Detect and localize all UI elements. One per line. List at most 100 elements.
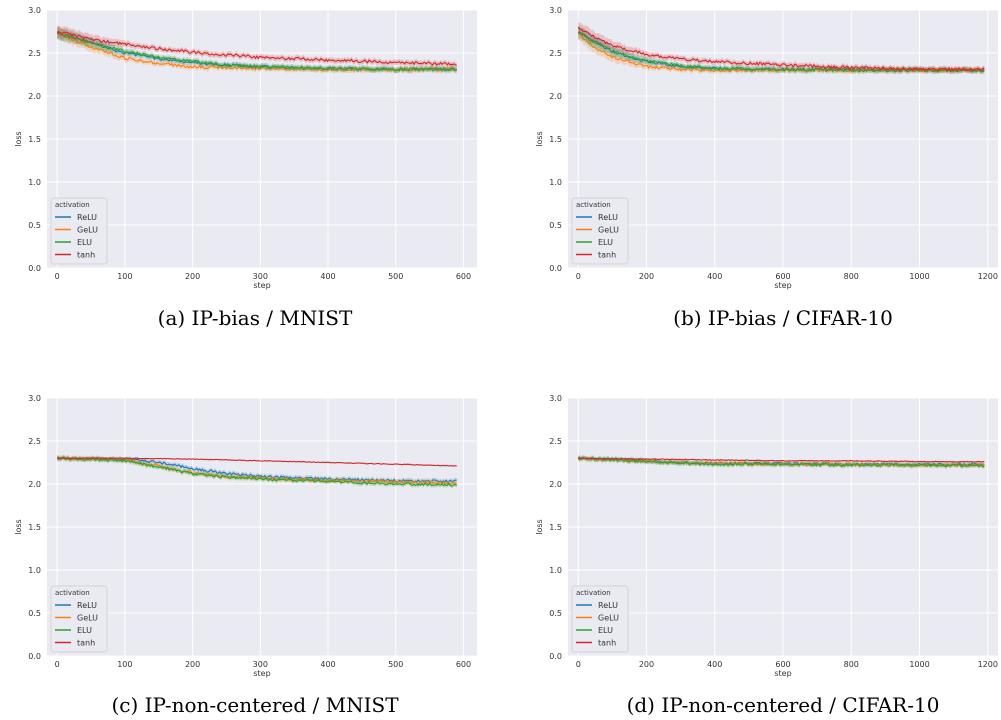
y-tick-label: 1.0 — [549, 566, 562, 575]
y-tick-label: 1.5 — [549, 135, 562, 144]
series-line-relu — [56, 456, 457, 483]
series-band-tanh — [57, 25, 457, 68]
series-line-tanh — [56, 30, 457, 66]
x-tick-label: 400 — [320, 660, 335, 669]
x-tick-label: 0 — [55, 660, 60, 669]
legend-box — [571, 585, 629, 653]
series-band-elu — [578, 455, 985, 470]
y-tick-label: 2.5 — [28, 49, 41, 58]
legend-label-relu: ReLU — [598, 213, 618, 222]
y-axis-label: loss — [14, 519, 23, 534]
series-line-tanh — [578, 457, 985, 463]
x-tick-label: 500 — [388, 272, 403, 281]
x-tick-label: 200 — [185, 660, 200, 669]
y-tick-label: 2.0 — [549, 92, 562, 101]
y-tick-label: 1.0 — [28, 566, 41, 575]
x-tick-label: 200 — [639, 660, 654, 669]
legend-box — [571, 197, 629, 265]
x-axis-label: step — [253, 281, 270, 290]
legend-label-tanh: tanh — [598, 251, 616, 260]
y-tick-label: 0.5 — [28, 609, 41, 618]
legend-label-tanh: tanh — [77, 251, 95, 260]
series-line-elu — [577, 456, 985, 468]
legend-title: activation — [55, 589, 90, 597]
panel-caption: (b) IP-bias / CIFAR-10 — [673, 306, 893, 330]
x-tick-label: 600 — [456, 272, 471, 281]
legend-label-gelu: GeLU — [77, 226, 98, 235]
series-line-elu — [578, 32, 985, 73]
panel-caption: (a) IP-bias / MNIST — [158, 306, 353, 330]
chart-panel-2: 0 200 400 600 800 1000 1200 0.0 0.5 1.0 1.5 2.0 2.5 3… — [535, 6, 998, 330]
x-tick-label: 600 — [775, 272, 790, 281]
x-tick-label: 400 — [707, 272, 722, 281]
x-axis-label: step — [774, 669, 791, 678]
x-axis-label: step — [253, 669, 270, 678]
chart-panel-3: 0 100 200 300 400 500 600 0.0 0.5 1.0 1.5 2.0 2.5 3.0… — [14, 394, 477, 717]
series-line-gelu — [56, 31, 458, 72]
legend: activation ReLU GeLU ELU tanh — [50, 585, 108, 653]
x-tick-label: 1000 — [909, 660, 929, 669]
legend-title: activation — [576, 589, 611, 597]
x-tick-label: 1200 — [978, 272, 998, 281]
legend-label-tanh: tanh — [77, 639, 95, 648]
legend-label-elu: ELU — [598, 626, 613, 635]
y-tick-label: 0.0 — [549, 652, 562, 661]
y-tick-label: 0.5 — [28, 221, 41, 230]
series-band-tanh — [578, 20, 985, 74]
legend-label-elu: ELU — [77, 626, 92, 635]
y-axis-label: loss — [535, 519, 544, 534]
x-tick-label: 0 — [576, 272, 581, 281]
x-tick-label: 1200 — [978, 660, 998, 669]
y-tick-label: 1.5 — [28, 135, 41, 144]
y-tick-label: 2.0 — [549, 480, 562, 489]
legend-label-gelu: GeLU — [598, 614, 619, 623]
panel-caption: (d) IP-non-centered / CIFAR-10 — [627, 693, 940, 717]
legend-title: activation — [55, 201, 90, 209]
x-tick-label: 0 — [55, 272, 60, 281]
x-tick-label: 400 — [707, 660, 722, 669]
x-tick-label: 1000 — [909, 272, 929, 281]
panel-caption: (c) IP-non-centered / MNIST — [111, 693, 399, 717]
y-tick-label: 2.0 — [28, 480, 41, 489]
x-axis-label: step — [774, 281, 791, 290]
legend-label-gelu: GeLU — [598, 226, 619, 235]
x-tick-label: 100 — [117, 272, 132, 281]
series-line-gelu — [56, 456, 457, 485]
y-tick-label: 0.0 — [549, 264, 562, 273]
y-tick-label: 0.0 — [28, 652, 41, 661]
legend: activation ReLU GeLU ELU tanh — [50, 197, 108, 265]
y-tick-label: 2.5 — [549, 437, 562, 446]
y-tick-label: 3.0 — [28, 394, 41, 403]
y-axis-label: loss — [14, 131, 23, 146]
x-tick-label: 500 — [388, 660, 403, 669]
y-tick-label: 1.0 — [28, 178, 41, 187]
x-tick-label: 600 — [456, 660, 471, 669]
legend-label-relu: ReLU — [77, 213, 97, 222]
x-tick-label: 200 — [639, 272, 654, 281]
y-tick-label: 1.5 — [28, 523, 41, 532]
legend-label-elu: ELU — [598, 238, 613, 247]
x-tick-label: 400 — [320, 272, 335, 281]
x-tick-label: 800 — [844, 660, 859, 669]
y-tick-label: 2.5 — [28, 437, 41, 446]
x-tick-label: 0 — [576, 660, 581, 669]
legend-label-tanh: tanh — [598, 639, 616, 648]
legend-box — [50, 585, 108, 653]
series-band-gelu — [57, 26, 457, 74]
legend: activation ReLU GeLU ELU tanh — [571, 197, 629, 265]
legend-label-elu: ELU — [77, 238, 92, 247]
y-tick-label: 2.5 — [549, 49, 562, 58]
x-tick-label: 300 — [253, 272, 268, 281]
y-tick-label: 2.0 — [28, 92, 41, 101]
y-tick-label: 1.0 — [549, 178, 562, 187]
legend: activation ReLU GeLU ELU tanh — [571, 585, 629, 653]
y-tick-label: 0.5 — [549, 221, 562, 230]
series-line-elu — [57, 456, 458, 487]
legend-label-relu: ReLU — [598, 601, 618, 610]
series-line-tanh — [57, 457, 457, 467]
y-tick-label: 0.0 — [28, 264, 41, 273]
series-band-gelu — [57, 455, 457, 487]
x-tick-label: 800 — [844, 272, 859, 281]
legend-label-gelu: GeLU — [77, 614, 98, 623]
